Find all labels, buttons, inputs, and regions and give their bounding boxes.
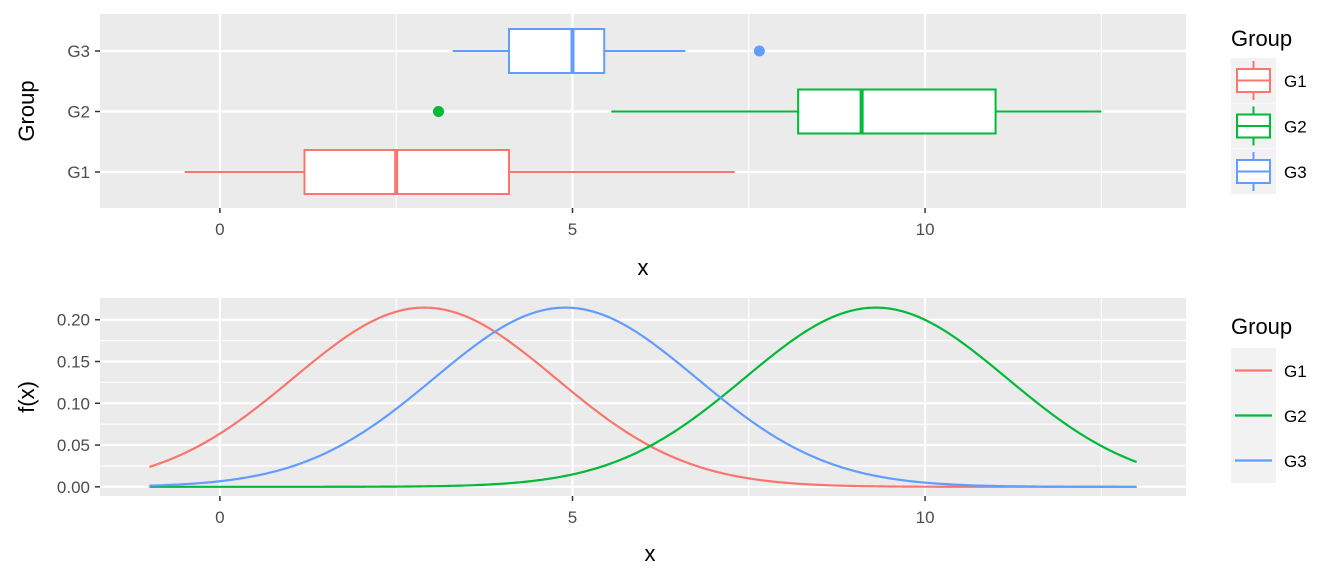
boxplot-legend-label: G1: [1284, 72, 1307, 91]
boxplot-x-tick-label: 5: [568, 220, 577, 239]
boxplot-y-tick-label: G3: [67, 42, 90, 61]
boxplot-y-axis-title: Group: [14, 80, 39, 141]
density-x-tick-label: 10: [916, 508, 935, 527]
box-g2: [432, 88, 1102, 135]
density-axes: 0 5 10 0.00 0.05 0.10 0.15 0.20: [57, 311, 935, 527]
boxplot-legend-label: G3: [1284, 163, 1307, 182]
density-gridlines: [100, 298, 1186, 496]
box-g3: [452, 28, 765, 74]
boxplot-x-axis-title: x: [638, 255, 649, 280]
density-legend-title: Group: [1231, 314, 1292, 339]
box-body-g3: [508, 28, 606, 74]
density-legend-label: G2: [1284, 407, 1307, 426]
density-legend-item-g1: G1: [1231, 348, 1307, 393]
boxplot-legend-title: Group: [1231, 26, 1292, 51]
boxplot-axes: 0 5 10 G1 G2 G3: [67, 42, 934, 239]
outlier-g3: [753, 45, 765, 57]
density-legend-item-g2: G2: [1231, 393, 1307, 438]
boxplot-x-tick-label: 10: [916, 220, 935, 239]
density-x-tick-label: 5: [568, 508, 577, 527]
box-g1: [184, 149, 735, 195]
box-body-g1: [303, 149, 511, 195]
density-legend-item-g3: G3: [1231, 438, 1307, 483]
density-y-tick-label: 0.05: [57, 436, 90, 455]
density-line-g1: [149, 306, 1137, 488]
density-plot-background: [100, 298, 1186, 496]
density-y-tick-label: 0.10: [57, 394, 90, 413]
boxplot-x-tick-label: 0: [215, 220, 224, 239]
density-x-tick-label: 0: [215, 508, 224, 527]
density-x-axis-title: x: [645, 541, 656, 566]
boxplot-panel: 0 5 10 G1 G2 G3 x Group Group G1 G2 G3: [14, 14, 1307, 280]
density-marks: [149, 306, 1138, 488]
boxplot-legend-item-g1: G1: [1231, 58, 1307, 103]
boxplot-legend: Group G1 G2 G3: [1231, 26, 1307, 194]
boxplot-y-tick-label: G1: [67, 163, 90, 182]
boxplot-y-tick-label: G2: [67, 103, 90, 122]
outlier-g2: [432, 106, 444, 117]
boxplot-legend-label: G2: [1284, 118, 1307, 137]
density-legend: Group G1 G2 G3: [1231, 314, 1307, 483]
density-panel: 0 5 10 0.00 0.05 0.10 0.15 0.20 x f(x) Group G1…: [14, 298, 1307, 566]
boxplot-legend-item-g2: G2: [1231, 103, 1307, 149]
density-y-tick-label: 0.15: [57, 352, 90, 371]
density-legend-label: G3: [1284, 452, 1307, 471]
density-line-g3: [149, 306, 1137, 488]
boxplot-marks: [184, 28, 1102, 195]
density-y-tick-label: 0.20: [57, 311, 90, 330]
box-body-g2: [797, 88, 997, 135]
density-y-tick-label: 0.00: [57, 478, 90, 497]
density-legend-label: G1: [1284, 362, 1307, 381]
boxplot-legend-item-g3: G3: [1231, 149, 1307, 194]
density-y-axis-title: f(x): [14, 381, 39, 413]
density-line-g2: [149, 306, 1138, 488]
